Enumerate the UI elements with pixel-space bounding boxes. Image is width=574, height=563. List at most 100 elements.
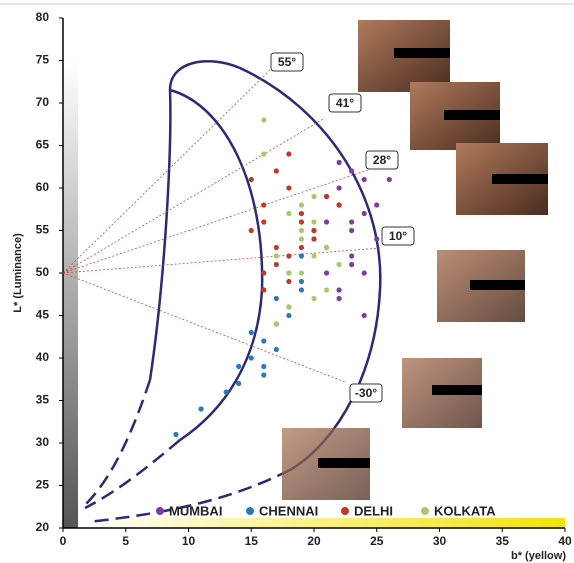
point xyxy=(286,185,291,190)
legend-label: CHENNAI xyxy=(259,503,318,518)
point xyxy=(299,211,304,216)
point xyxy=(324,194,329,199)
hue-angle-ray xyxy=(63,70,270,273)
legend-marker xyxy=(156,507,164,515)
legend-label: DELHI xyxy=(354,503,393,518)
point xyxy=(261,287,266,292)
point xyxy=(299,219,304,224)
point xyxy=(274,168,279,173)
point xyxy=(299,245,304,250)
x-tick-label: 25 xyxy=(370,534,384,548)
point xyxy=(198,406,203,411)
y-tick-label: 30 xyxy=(36,435,50,449)
point xyxy=(337,287,342,292)
point xyxy=(261,219,266,224)
legend-marker xyxy=(341,507,349,515)
point xyxy=(224,389,229,394)
point xyxy=(249,330,254,335)
point xyxy=(337,160,342,165)
x-tick-label: 30 xyxy=(433,534,447,548)
point xyxy=(286,279,291,284)
point xyxy=(274,296,279,301)
point xyxy=(286,270,291,275)
point xyxy=(274,321,279,326)
point xyxy=(261,151,266,156)
angle-label: 55° xyxy=(278,55,296,69)
point xyxy=(311,253,316,258)
y-tick-label: 20 xyxy=(36,520,50,534)
x-tick-label: 40 xyxy=(558,534,572,548)
point xyxy=(274,347,279,352)
point xyxy=(274,253,279,258)
x-tick-label: 15 xyxy=(245,534,259,548)
y-tick-label: 80 xyxy=(36,10,50,24)
point xyxy=(249,228,254,233)
point xyxy=(261,372,266,377)
point xyxy=(286,253,291,258)
y-tick-label: 60 xyxy=(36,180,50,194)
point xyxy=(299,270,304,275)
point xyxy=(311,228,316,233)
y-tick-label: 40 xyxy=(36,350,50,364)
point xyxy=(349,262,354,267)
hue-angle-ray xyxy=(63,170,368,273)
x-tick-label: 20 xyxy=(307,534,321,548)
point xyxy=(349,168,354,173)
yellow-gradient xyxy=(78,518,565,528)
point xyxy=(261,117,266,122)
y-tick-label: 35 xyxy=(36,393,50,407)
point xyxy=(362,313,367,318)
point xyxy=(274,262,279,267)
y-tick-label: 50 xyxy=(36,265,50,279)
point xyxy=(311,296,316,301)
point xyxy=(261,270,266,275)
point xyxy=(236,381,241,386)
point xyxy=(337,202,342,207)
legend-label: MUMBAI xyxy=(169,503,222,518)
angle-label: -30° xyxy=(355,386,377,400)
point xyxy=(299,287,304,292)
point xyxy=(374,202,379,207)
y-tick-label: 65 xyxy=(36,138,50,152)
angle-label: 41° xyxy=(336,96,354,110)
y-axis-label: L* (Luminance) xyxy=(12,233,24,313)
point xyxy=(337,262,342,267)
face-photos xyxy=(282,20,548,500)
chart: b* (yellow) L* (Luminance) 2025303540455… xyxy=(0,0,574,563)
point xyxy=(286,151,291,156)
point xyxy=(324,219,329,224)
point xyxy=(173,432,178,437)
point xyxy=(324,245,329,250)
point xyxy=(337,185,342,190)
point xyxy=(299,228,304,233)
x-tick-label: 10 xyxy=(182,534,196,548)
point xyxy=(337,296,342,301)
point xyxy=(311,236,316,241)
angle-label: 10° xyxy=(389,229,407,243)
point xyxy=(261,202,266,207)
point xyxy=(324,270,329,275)
x-tick-label: 0 xyxy=(60,534,67,548)
point xyxy=(261,338,266,343)
hue-angle-ray xyxy=(63,248,380,273)
y-tick-label: 45 xyxy=(36,308,50,322)
y-tick-label: 75 xyxy=(36,53,50,67)
point xyxy=(274,245,279,250)
point xyxy=(299,253,304,258)
legend-label: KOLKATA xyxy=(434,503,496,518)
hue-angle-ray xyxy=(63,118,325,273)
point xyxy=(324,287,329,292)
point xyxy=(299,236,304,241)
point xyxy=(349,219,354,224)
point xyxy=(286,304,291,309)
angle-label: 28° xyxy=(373,153,391,167)
point xyxy=(349,253,354,258)
point xyxy=(311,194,316,199)
point xyxy=(261,364,266,369)
point xyxy=(249,355,254,360)
legend-marker xyxy=(246,507,254,515)
point xyxy=(362,211,367,216)
point xyxy=(374,236,379,241)
point xyxy=(299,279,304,284)
y-tick-label: 70 xyxy=(36,95,50,109)
